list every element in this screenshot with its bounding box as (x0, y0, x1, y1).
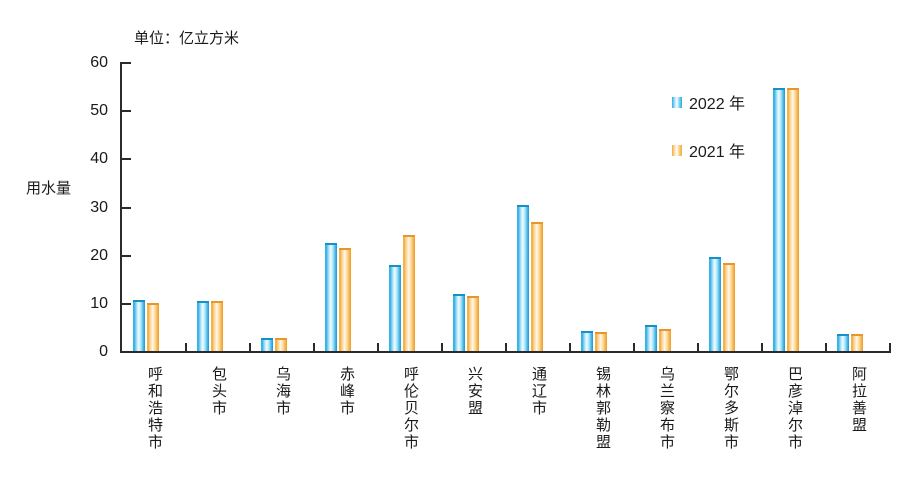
bar-2022年-呼和浩特市 (133, 300, 145, 351)
bar-2021年-乌海市 (275, 338, 287, 351)
y-tick-20 (122, 255, 131, 257)
bar-2022年-阿拉善盟 (837, 334, 849, 351)
bar-2022年-包头市 (197, 301, 209, 351)
x-tick-7 (569, 343, 571, 352)
bar-2022年-呼伦贝尔市 (389, 265, 401, 351)
x-category-label-包头市: 包头市 (210, 366, 227, 417)
bar-2022年-巴彦淖尔市 (773, 88, 785, 351)
x-tick-10 (761, 343, 763, 352)
bar-2021年-乌兰察布市 (659, 329, 671, 351)
x-category-label-锡林郭勒盟: 锡林郭勒盟 (594, 366, 611, 451)
y-tick-30 (122, 207, 131, 209)
y-tick-label-40: 40 (90, 150, 108, 167)
bar-2022年-锡林郭勒盟 (581, 331, 593, 351)
legend-item-2022: 2022 年 (672, 90, 745, 114)
y-axis-line (120, 62, 122, 352)
y-tick-60 (122, 62, 131, 64)
x-tick-5 (441, 343, 443, 352)
x-tick-4 (377, 343, 379, 352)
x-category-label-巴彦淖尔市: 巴彦淖尔市 (786, 366, 803, 451)
x-tick-9 (697, 343, 699, 352)
bar-2021年-通辽市 (531, 222, 543, 351)
bar-2022年-兴安盟 (453, 294, 465, 351)
legend-label-2021: 2021 年 (689, 144, 746, 161)
bar-2021年-包头市 (211, 301, 223, 351)
legend: 2022 年 2021 年 (672, 90, 745, 186)
bar-2021年-阿拉善盟 (851, 334, 863, 351)
legend-item-2021: 2021 年 (672, 138, 745, 162)
bar-2021年-锡林郭勒盟 (595, 332, 607, 351)
bar-2021年-兴安盟 (467, 296, 479, 351)
x-axis-line (120, 351, 891, 353)
bar-2022年-乌兰察布市 (645, 325, 657, 351)
x-category-label-乌兰察布市: 乌兰察布市 (658, 366, 675, 451)
bar-2022年-通辽市 (517, 205, 529, 351)
x-tick-1 (185, 343, 187, 352)
y-tick-label-60: 60 (90, 54, 108, 71)
bar-2021年-呼和浩特市 (147, 303, 159, 351)
bar-2021年-巴彦淖尔市 (787, 88, 799, 351)
y-tick-label-0: 0 (99, 343, 108, 360)
x-category-label-赤峰市: 赤峰市 (338, 366, 355, 417)
x-tick-12 (889, 343, 891, 352)
x-category-label-呼伦贝尔市: 呼伦贝尔市 (402, 366, 419, 451)
x-tick-11 (825, 343, 827, 352)
bar-2021年-鄂尔多斯市 (723, 263, 735, 351)
y-tick-label-50: 50 (90, 102, 108, 119)
y-tick-label-10: 10 (90, 295, 108, 312)
x-tick-3 (313, 343, 315, 352)
y-tick-10 (122, 303, 131, 305)
x-category-label-兴安盟: 兴安盟 (466, 366, 483, 417)
x-category-label-鄂尔多斯市: 鄂尔多斯市 (722, 366, 739, 451)
legend-marker-2021-icon (672, 144, 682, 156)
x-category-label-呼和浩特市: 呼和浩特市 (146, 366, 163, 451)
bar-2022年-赤峰市 (325, 243, 337, 351)
y-tick-40 (122, 158, 131, 160)
x-tick-6 (505, 343, 507, 352)
bar-2021年-呼伦贝尔市 (403, 235, 415, 351)
x-category-label-阿拉善盟: 阿拉善盟 (850, 366, 867, 434)
y-tick-50 (122, 110, 131, 112)
x-category-label-乌海市: 乌海市 (274, 366, 291, 417)
legend-marker-2022-icon (672, 96, 682, 108)
bar-2021年-赤峰市 (339, 248, 351, 351)
bar-2022年-乌海市 (261, 338, 273, 351)
x-tick-8 (633, 343, 635, 352)
x-category-label-通辽市: 通辽市 (530, 366, 547, 417)
bar-2022年-鄂尔多斯市 (709, 257, 721, 351)
unit-label: 单位：亿立方米 (134, 30, 240, 47)
legend-label-2022: 2022 年 (689, 96, 746, 113)
y-tick-label-30: 30 (90, 199, 108, 216)
y-axis-title: 用水量 (26, 180, 72, 197)
x-tick-2 (249, 343, 251, 352)
y-tick-label-20: 20 (90, 247, 108, 264)
